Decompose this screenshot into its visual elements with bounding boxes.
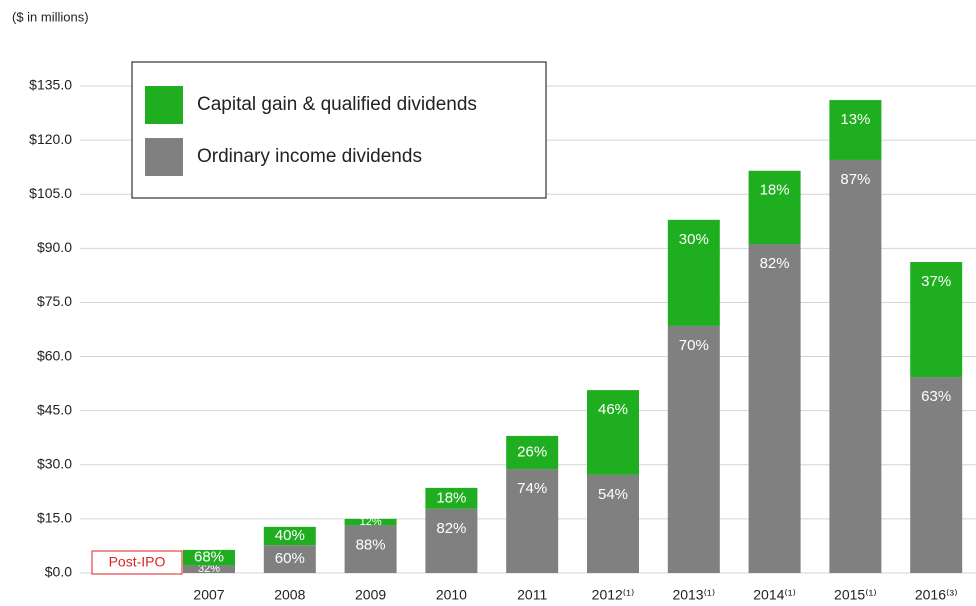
bar-segment [748,244,801,573]
bar-segment [425,508,478,573]
y-tick-label: $135.0 [29,77,72,93]
x-tick-label: 2009 [355,587,386,603]
y-tick-label: $120.0 [29,131,72,147]
bar-segment [506,469,559,573]
share-label: 60% [275,550,305,567]
bar-segment [344,525,397,573]
share-label: 37% [921,273,951,290]
bar-segment [667,219,720,326]
legend-swatch [145,138,183,176]
share-label: 82% [436,520,466,537]
bar-segment [183,549,235,566]
post-ipo-box [91,550,183,575]
x-tick-label: 2008 [274,587,305,603]
share-label: 63% [921,388,951,405]
bar-segment [344,518,397,526]
y-tick-label: $0.0 [45,564,72,580]
y-tick-label: $105.0 [29,185,72,201]
share-label: 74% [517,480,547,497]
bar-segment [910,377,963,573]
legend-label: Ordinary income dividends [197,146,422,167]
bar-segment [506,435,559,470]
y-tick-label: $45.0 [37,401,72,417]
x-tick-label: 2015⁽¹⁾ [834,587,877,603]
share-label: 46% [598,401,628,418]
share-label: 32% [198,563,220,575]
share-label: 82% [760,255,790,272]
y-tick-label: $60.0 [37,347,72,363]
x-tick-label: 2016⁽³⁾ [915,587,958,603]
post-ipo-label: Post-IPO [109,554,166,570]
bar-segment [263,526,316,546]
share-label: 68% [194,549,224,566]
x-tick-label: 2014⁽¹⁾ [753,587,796,603]
x-tick-label: 2013⁽¹⁾ [672,587,715,603]
share-label: 40% [275,527,305,544]
y-tick-label: $90.0 [37,239,72,255]
bar-segment [425,487,478,509]
bar-segment [587,390,639,475]
y-tick-label: $15.0 [37,510,72,526]
share-label: 70% [679,337,709,354]
bar-segment [829,100,882,160]
y-tick-label: $30.0 [37,455,72,471]
share-label: 26% [517,443,547,460]
bar-segment [829,159,882,574]
share-label: 54% [598,486,628,503]
share-label: 88% [356,536,386,553]
bar-segment [667,325,720,573]
share-label: 18% [436,489,466,506]
share-label: 12% [360,516,382,528]
y-tick-label: $75.0 [37,293,72,309]
share-label: 87% [840,171,870,188]
legend-label: Capital gain & qualified dividends [197,94,477,115]
share-label: 30% [679,231,709,248]
share-label: 13% [840,111,870,128]
legend-swatch [145,86,183,124]
bar-segment [910,262,963,378]
bar-segment [183,565,235,573]
legend-entries: Capital gain & qualified dividends Ordina… [145,86,477,176]
bar-segment [587,474,639,573]
unit-note: ($ in millions) [12,9,89,24]
x-tick-label: 2012⁽¹⁾ [592,587,635,603]
bar-segment [748,170,801,245]
bars: 32%68% 2007 60% 40% 2008 88% 12% 2009 82% 18% 2010… [183,100,963,603]
bar-segment [263,545,316,573]
share-label: 18% [760,182,790,199]
x-tick-label: 2007 [193,587,224,603]
x-tick-label: 2011 [517,587,547,603]
x-tick-label: 2010 [436,587,467,603]
legend [131,61,547,199]
